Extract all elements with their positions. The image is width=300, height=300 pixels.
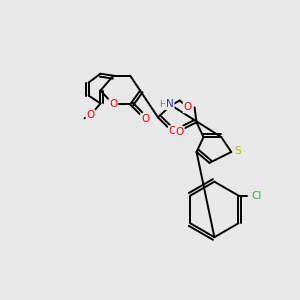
Text: O: O [109, 99, 118, 110]
Text: Cl: Cl [251, 190, 261, 201]
Text: O: O [184, 102, 192, 112]
Text: S: S [235, 146, 242, 156]
Text: O: O [141, 114, 149, 124]
Text: N: N [166, 99, 174, 110]
Text: O: O [86, 110, 95, 120]
Text: O: O [169, 126, 177, 136]
Text: H: H [160, 100, 166, 109]
Text: O: O [176, 127, 184, 137]
